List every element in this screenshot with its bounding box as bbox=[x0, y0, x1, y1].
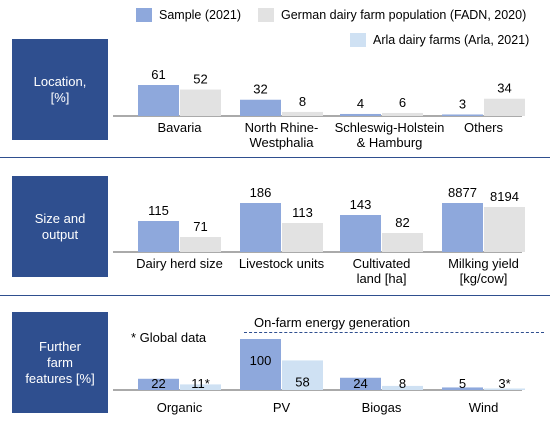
row-label-size-text: Size and output bbox=[34, 210, 86, 242]
value-label-0-3-1: 34 bbox=[497, 81, 511, 96]
value-label-2-0-0: 22 bbox=[151, 376, 165, 391]
value-label-0-2-0: 4 bbox=[357, 96, 364, 111]
global-data-note: * Global data bbox=[131, 330, 207, 345]
separator-1 bbox=[0, 157, 550, 158]
value-label-1-2-1: 82 bbox=[395, 215, 409, 230]
category-label-0-0-0: Bavaria bbox=[157, 120, 202, 135]
row-label-size: Size and output bbox=[12, 176, 108, 277]
bar-1-0-1 bbox=[180, 237, 221, 252]
category-label-2-0-0: Organic bbox=[157, 400, 203, 415]
bar-0-1-1 bbox=[282, 111, 323, 116]
category-label-1-3-1: [kg/cow] bbox=[460, 271, 508, 286]
separator-2 bbox=[0, 295, 550, 296]
value-label-0-2-1: 6 bbox=[399, 95, 406, 110]
bar-1-2-0 bbox=[340, 215, 381, 252]
value-label-1-2-0: 143 bbox=[350, 197, 372, 212]
legend-fadn: German dairy farm population (FADN, 2020… bbox=[258, 8, 526, 22]
row-label-features-text: Further farm features [%] bbox=[25, 338, 95, 386]
value-label-2-2-1: 8 bbox=[399, 376, 406, 391]
value-label-1-3-0: 8877 bbox=[448, 185, 477, 200]
legend-swatch-sample bbox=[136, 8, 152, 22]
value-label-2-1-1: 58 bbox=[295, 374, 309, 389]
bar-1-1-1 bbox=[282, 223, 323, 252]
value-label-0-1-1: 8 bbox=[299, 94, 306, 109]
value-label-2-3-1: 3* bbox=[498, 376, 510, 391]
category-label-1-0-0: Dairy herd size bbox=[136, 256, 223, 271]
category-label-0-3-0: Others bbox=[464, 120, 504, 135]
value-label-2-1-0: 100 bbox=[250, 353, 272, 368]
bar-0-2-0 bbox=[340, 113, 381, 116]
legend-label-arla: Arla dairy farms (Arla, 2021) bbox=[373, 33, 530, 47]
value-label-2-3-0: 5 bbox=[459, 376, 466, 391]
bar-0-3-1 bbox=[484, 98, 525, 116]
energy-generation-note: On-farm energy generation bbox=[254, 315, 411, 330]
legend-swatch-arla bbox=[350, 33, 366, 47]
category-label-2-2-0: Biogas bbox=[362, 400, 402, 415]
bar-0-0-1 bbox=[180, 89, 221, 116]
category-label-0-2-0: Schleswig-Holstein bbox=[335, 120, 445, 135]
bar-1-1-0 bbox=[240, 203, 281, 252]
bar-2-2-1 bbox=[382, 385, 423, 390]
bar-1-0-0 bbox=[138, 221, 179, 252]
value-label-1-0-0: 115 bbox=[148, 203, 169, 218]
category-label-0-1-1: Westphalia bbox=[249, 135, 314, 150]
legend-swatch-fadn bbox=[258, 8, 274, 22]
row-label-location-text: Location, [%] bbox=[33, 73, 87, 105]
value-label-0-1-0: 32 bbox=[253, 82, 267, 97]
value-label-0-0-1: 52 bbox=[193, 72, 207, 87]
category-label-1-3-0: Milking yield bbox=[448, 256, 519, 271]
row-label-location: Location, [%] bbox=[12, 39, 108, 140]
category-label-1-2-0: Cultivated bbox=[353, 256, 411, 271]
bar-2-1-0 bbox=[240, 339, 281, 390]
value-label-1-3-1: 8194 bbox=[490, 189, 519, 204]
value-label-0-3-0: 3 bbox=[459, 96, 466, 111]
category-label-1-1-0: Livestock units bbox=[239, 256, 325, 271]
legend-arla: Arla dairy farms (Arla, 2021) bbox=[350, 33, 529, 47]
category-label-1-2-1: land [ha] bbox=[357, 271, 407, 286]
bar-0-3-0 bbox=[442, 114, 483, 116]
bar-2-3-1 bbox=[484, 388, 525, 390]
category-label-0-2-1: & Hamburg bbox=[357, 135, 423, 150]
legend-sample: Sample (2021) bbox=[136, 8, 241, 22]
energy-generation-dashline bbox=[244, 332, 544, 333]
value-label-0-0-0: 61 bbox=[151, 67, 165, 82]
bar-0-2-1 bbox=[382, 112, 423, 116]
bar-1-3-0 bbox=[442, 203, 483, 252]
value-label-1-0-1: 71 bbox=[193, 219, 207, 234]
bar-0-1-0 bbox=[240, 99, 281, 116]
value-label-2-2-0: 24 bbox=[353, 376, 367, 391]
value-label-1-1-1: 113 bbox=[292, 205, 313, 220]
category-label-2-1-0: PV bbox=[273, 400, 291, 415]
category-label-2-3-0: Wind bbox=[469, 400, 499, 415]
legend-label-fadn: German dairy farm population (FADN, 2020… bbox=[281, 8, 527, 22]
bar-2-1-1 bbox=[282, 360, 323, 390]
category-label-0-1-0: North Rhine- bbox=[245, 120, 319, 135]
row-label-features: Further farm features [%] bbox=[12, 312, 108, 413]
bar-2-0-0 bbox=[138, 378, 179, 390]
legend-label-sample: Sample (2021) bbox=[159, 8, 241, 22]
bar-2-2-0 bbox=[340, 377, 381, 390]
bar-0-0-0 bbox=[138, 85, 179, 116]
bar-1-2-1 bbox=[382, 233, 423, 252]
bar-2-0-1 bbox=[180, 384, 221, 390]
value-label-2-0-1: 11* bbox=[191, 376, 210, 391]
value-label-1-1-0: 186 bbox=[250, 185, 272, 200]
bar-1-3-1 bbox=[484, 207, 525, 252]
bar-2-3-0 bbox=[442, 387, 483, 390]
